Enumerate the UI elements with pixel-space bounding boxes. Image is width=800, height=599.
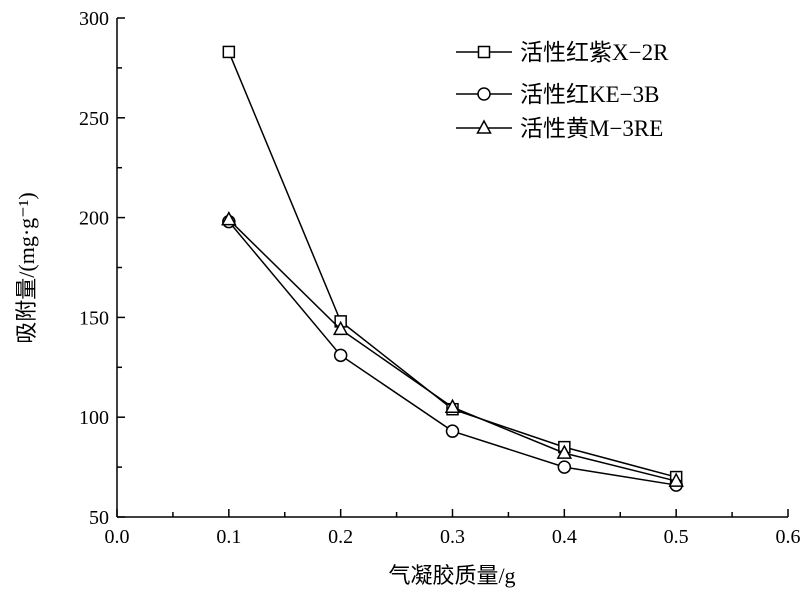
y-tick-label: 300 — [79, 8, 109, 30]
y-tick-label: 150 — [79, 307, 109, 329]
square-icon — [477, 45, 491, 59]
data-point-circle — [445, 424, 460, 438]
y-tick-label: 100 — [79, 407, 109, 429]
series-line — [228, 219, 677, 482]
legend: 活性红紫X−2R 活性红KE−3B 活性黄M−3RE — [456, 40, 669, 141]
legend-item: 活性红KE−3B — [456, 82, 659, 107]
triangle-icon — [476, 119, 492, 134]
y-tick-label: 250 — [79, 108, 109, 130]
data-point-triangle — [332, 320, 349, 336]
x-tick-label: 0.1 — [216, 526, 241, 548]
legend-item: 活性黄M−3RE — [456, 116, 663, 141]
series-triangle — [221, 211, 684, 487]
series-line — [228, 221, 677, 486]
data-point-square — [222, 45, 236, 59]
data-point-circle — [557, 460, 572, 474]
x-tick-label: 0.4 — [552, 526, 577, 548]
axes: 0.0 0.1 0.2 0.3 0.4 0.5 0.6 50 100 150 200 250 300 — [79, 8, 800, 548]
data-point-triangle — [668, 472, 684, 487]
legend-label: 活性红KE−3B — [520, 82, 659, 107]
data-point-triangle — [556, 444, 573, 459]
y-tick-label: 200 — [79, 208, 109, 230]
x-tick-label: 0.3 — [440, 526, 465, 548]
legend-label: 活性黄M−3RE — [520, 116, 663, 141]
legend-item: 活性红紫X−2R — [456, 40, 669, 65]
y-tick-label: 50 — [89, 507, 109, 529]
x-tick-label: 0.6 — [776, 526, 800, 548]
circle-icon — [477, 87, 491, 101]
data-point-circle — [333, 348, 348, 363]
data-point-triangle — [444, 398, 461, 413]
series-group — [221, 45, 684, 492]
data-point-triangle — [221, 211, 237, 226]
series-circle — [222, 214, 683, 492]
series-square — [222, 45, 683, 484]
x-tick-label: 0.2 — [328, 526, 353, 548]
y-axis-label: 吸附量/(mg·g⁻¹) — [14, 192, 39, 343]
x-axis-label: 气凝胶质量/g — [388, 563, 515, 588]
x-tick-label: 0.5 — [664, 526, 689, 548]
x-tick-label: 0.0 — [105, 526, 130, 548]
legend-label: 活性红紫X−2R — [520, 40, 669, 65]
